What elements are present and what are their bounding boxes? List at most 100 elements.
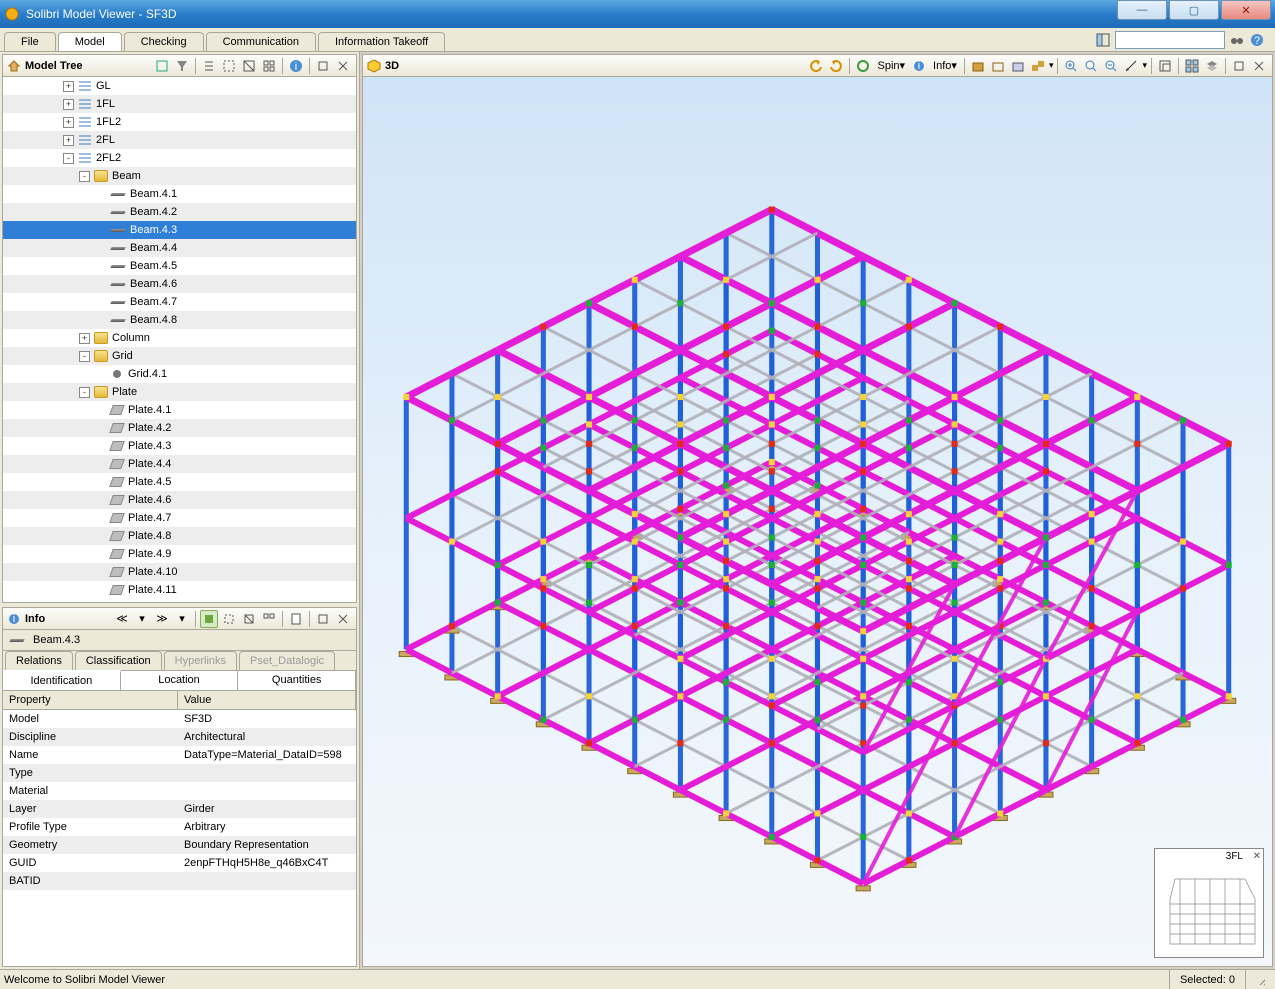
header-value[interactable]: Value	[178, 691, 356, 709]
nav-prev-icon[interactable]: ▾	[133, 610, 151, 628]
tree-row[interactable]: Plate.4.7	[3, 509, 356, 527]
tree-row[interactable]: Beam.4.1	[3, 185, 356, 203]
tree-row[interactable]: Plate.4.2	[3, 419, 356, 437]
tree-row[interactable]: Beam.4.2	[3, 203, 356, 221]
help-icon[interactable]: ?	[1249, 32, 1265, 48]
tree-row[interactable]: +2FL	[3, 131, 356, 149]
tree-row[interactable]: Plate.4.10	[3, 563, 356, 581]
expander-icon[interactable]: +	[63, 99, 74, 110]
grid-view-icon[interactable]	[1183, 57, 1201, 75]
search-input[interactable]	[1115, 31, 1225, 49]
nav-last-icon[interactable]: ▾	[173, 610, 191, 628]
maximize-button[interactable]: ▢	[1169, 0, 1219, 20]
tree-row[interactable]: -Beam	[3, 167, 356, 185]
tree-row[interactable]: +1FL2	[3, 113, 356, 131]
floorplan-close-icon[interactable]: ✕	[1253, 851, 1261, 862]
property-row[interactable]: NameDataType=Material_DataID=598	[3, 746, 356, 764]
expander-icon[interactable]: -	[79, 351, 90, 362]
binoculars-icon[interactable]	[1229, 32, 1245, 48]
property-row[interactable]: GeometryBoundary Representation	[3, 836, 356, 854]
property-row[interactable]: ModelSF3D	[3, 710, 356, 728]
zoom-in-icon[interactable]	[1062, 57, 1080, 75]
info-select-icon[interactable]	[220, 610, 238, 628]
info-grid-icon[interactable]	[260, 610, 278, 628]
tree-filter-icon[interactable]	[173, 57, 191, 75]
expander-icon[interactable]: +	[63, 81, 74, 92]
nav-next-icon[interactable]: ≫	[153, 610, 171, 628]
measure-icon[interactable]	[1122, 57, 1140, 75]
tree-close-icon[interactable]	[334, 57, 352, 75]
tree-row[interactable]: +1FL	[3, 95, 356, 113]
undo-icon[interactable]	[807, 57, 825, 75]
menu-tab-file[interactable]: File	[4, 32, 56, 51]
tree-select-all-icon[interactable]	[220, 57, 238, 75]
menu-tab-information-takeoff[interactable]: Information Takeoff	[318, 32, 445, 51]
minimize-button[interactable]: —	[1117, 0, 1167, 20]
header-property[interactable]: Property	[3, 691, 178, 709]
tree-restore-icon[interactable]	[314, 57, 332, 75]
expander-icon[interactable]: -	[63, 153, 74, 164]
menu-tab-communication[interactable]: Communication	[206, 32, 316, 51]
info-subtab-identification[interactable]: Identification	[3, 670, 121, 690]
menu-tab-checking[interactable]: Checking	[124, 32, 204, 51]
tree-row[interactable]: Plate.4.5	[3, 473, 356, 491]
tree-row[interactable]: Plate.4.8	[3, 527, 356, 545]
info-deselect-icon[interactable]	[240, 610, 258, 628]
tree-row[interactable]: +Column	[3, 329, 356, 347]
model-tree-body[interactable]: +GL+1FL+1FL2+2FL-2FL2-BeamBeam.4.1Beam.4…	[3, 77, 356, 602]
property-row[interactable]: GUID2enpFTHqH5H8e_q46BxC4T	[3, 854, 356, 872]
tree-show-icon[interactable]	[153, 57, 171, 75]
zoom-out-icon[interactable]	[1102, 57, 1120, 75]
info-tab-relations[interactable]: Relations	[5, 651, 73, 670]
tree-row[interactable]: Plate.4.9	[3, 545, 356, 563]
tree-row[interactable]: Grid.4.1	[3, 365, 356, 383]
info-close-icon[interactable]	[334, 610, 352, 628]
tree-row[interactable]: +GL	[3, 77, 356, 95]
tree-info-icon[interactable]: i	[287, 57, 305, 75]
info-highlight-icon[interactable]	[200, 610, 218, 628]
tree-row[interactable]: Plate.4.1	[3, 401, 356, 419]
property-row[interactable]: DisciplineArchitectural	[3, 728, 356, 746]
tree-row[interactable]: Beam.4.3	[3, 221, 356, 239]
expander-icon[interactable]: -	[79, 171, 90, 182]
property-row[interactable]: Profile TypeArbitrary	[3, 818, 356, 836]
tree-row[interactable]: Beam.4.4	[3, 239, 356, 257]
tree-row[interactable]: Beam.4.6	[3, 275, 356, 293]
info-subtab-quantities[interactable]: Quantities	[238, 671, 356, 690]
info-restore-icon[interactable]	[314, 610, 332, 628]
nav-first-icon[interactable]: ≪	[113, 610, 131, 628]
layers-icon[interactable]	[1203, 57, 1221, 75]
tree-row[interactable]: -2FL2	[3, 149, 356, 167]
tree-row[interactable]: Beam.4.8	[3, 311, 356, 329]
info-report-icon[interactable]	[287, 610, 305, 628]
property-row[interactable]: Material	[3, 782, 356, 800]
tree-list-icon[interactable]	[200, 57, 218, 75]
info-dropdown-button[interactable]: Info ▾	[930, 57, 960, 75]
floorplan-mini[interactable]: 3FL ✕	[1154, 848, 1264, 958]
tree-grid-icon[interactable]	[260, 57, 278, 75]
property-row[interactable]: LayerGirder	[3, 800, 356, 818]
spin-button[interactable]: Spin ▾	[874, 57, 908, 75]
info-tab-classification[interactable]: Classification	[75, 651, 162, 670]
close-button[interactable]: ✕	[1221, 0, 1271, 20]
wire-icon[interactable]	[989, 57, 1007, 75]
section-icon[interactable]	[1009, 57, 1027, 75]
tree-row[interactable]: -Plate	[3, 383, 356, 401]
expander-icon[interactable]: +	[63, 135, 74, 146]
expander-icon[interactable]: +	[63, 117, 74, 128]
redo-icon[interactable]	[827, 57, 845, 75]
tree-row[interactable]: Plate.4.4	[3, 455, 356, 473]
tree-row[interactable]: Plate.4.3	[3, 437, 356, 455]
tree-row[interactable]: Beam.4.5	[3, 257, 356, 275]
property-row[interactable]: BATID	[3, 872, 356, 890]
tree-deselect-icon[interactable]	[240, 57, 258, 75]
property-row[interactable]: Type	[3, 764, 356, 782]
view3d-restore-icon[interactable]	[1230, 57, 1248, 75]
view3d-viewport[interactable]: 3FL ✕	[363, 77, 1272, 966]
layout-icon[interactable]	[1095, 32, 1111, 48]
expander-icon[interactable]: -	[79, 387, 90, 398]
status-resize-grip[interactable]	[1245, 970, 1275, 989]
tree-row[interactable]: Plate.4.6	[3, 491, 356, 509]
menu-tab-model[interactable]: Model	[58, 32, 122, 51]
clip-icon[interactable]	[1156, 57, 1174, 75]
